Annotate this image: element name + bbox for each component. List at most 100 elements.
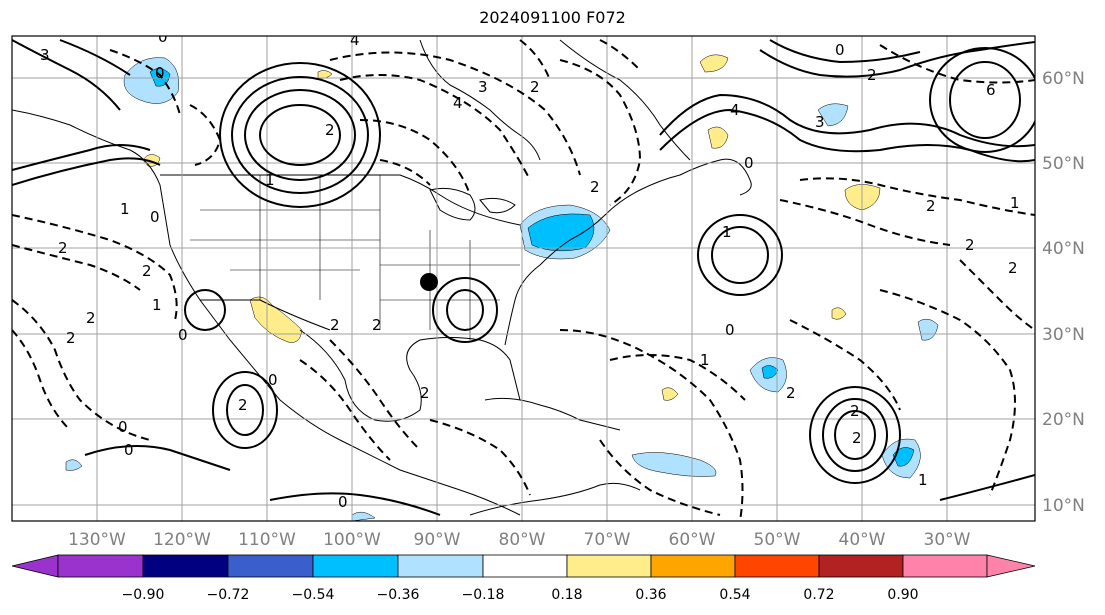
- contour-label: 2: [590, 178, 600, 196]
- map-title: 2024091100 F072: [479, 8, 626, 27]
- colorbar-tick-labels: −0.90 −0.72 −0.54 −0.36 −0.18 0.18 0.36 …: [122, 587, 919, 603]
- colorbar-tick-label: 0.36: [635, 587, 666, 603]
- contour-label: 0: [124, 441, 134, 459]
- contour-label: 0: [835, 41, 845, 59]
- lon-label: 40°W: [839, 530, 886, 550]
- shade-light-blue-caribbean: [631, 452, 717, 477]
- colorbar-tick-label: 0.90: [887, 587, 918, 603]
- contour-label: 2: [1008, 259, 1018, 277]
- coast-caribbean-cuba: [484, 397, 621, 431]
- contour-label: 1: [265, 171, 275, 189]
- colorbar-bin: [312, 554, 399, 578]
- lat-label: 40°N: [1042, 239, 1085, 259]
- shade-light-blue-south: [65, 459, 83, 471]
- lon-label: 50°W: [754, 530, 801, 550]
- contour-label: 0: [178, 326, 188, 344]
- coast-labrador: [559, 39, 691, 161]
- contour-label: 1: [918, 471, 928, 489]
- contour-label: 2: [330, 316, 340, 334]
- contour-label: 0: [118, 418, 128, 436]
- coast-gulf-mexico: [299, 329, 521, 422]
- contour-label: 4: [453, 94, 463, 112]
- lat-label: 60°N: [1042, 69, 1085, 89]
- colorbar-bin: [734, 554, 820, 578]
- shade-light-blue-sw: [351, 511, 376, 521]
- contour-label: 0: [268, 371, 278, 389]
- colorbar-extend-low: [11, 554, 59, 578]
- latitude-labels: 60°N 50°N 40°N 30°N 20°N 10°N: [1042, 69, 1085, 516]
- contour-label: 0: [158, 28, 168, 46]
- contour-label: 2: [852, 429, 862, 447]
- lon-label: 30°W: [924, 530, 971, 550]
- lon-label: 120°W: [153, 530, 211, 550]
- shade-blue-alaska: [149, 68, 171, 87]
- contour-label: 3: [478, 78, 488, 96]
- contour-label: 2: [926, 197, 936, 215]
- contour-label: 2: [142, 262, 152, 280]
- shade-blue-atlantic: [761, 365, 779, 379]
- lon-label: 70°W: [584, 530, 631, 550]
- contour-label: 2: [372, 316, 382, 334]
- colorbar-bin: [818, 554, 904, 578]
- contour-label: 1: [1010, 194, 1020, 212]
- colorbar-tick-label: −0.54: [292, 587, 335, 603]
- coastlines: [12, 39, 752, 516]
- contour-label: 4: [730, 101, 740, 119]
- contour-label: 2: [420, 384, 430, 402]
- contour-label: 1: [152, 296, 162, 314]
- contours-negative: [12, 39, 1035, 521]
- storm-center-marker: [420, 273, 438, 291]
- shade-blue-northeast: [527, 213, 595, 252]
- contour-label: 2: [965, 236, 975, 254]
- shade-light-blue-32n: [917, 318, 939, 341]
- shade-light-blue-north-atlantic: [817, 103, 849, 127]
- shade-light-blue-alaska: [123, 57, 179, 104]
- lon-label: 80°W: [499, 530, 546, 550]
- contours-positive: [12, 39, 1035, 516]
- colorbar-bin: [650, 554, 736, 578]
- lat-label: 50°N: [1042, 154, 1085, 174]
- contour-label: 2: [850, 402, 860, 420]
- colorbar-tick-label: 0.72: [803, 587, 834, 603]
- graticule: [12, 36, 1035, 521]
- colorbar-tick-label: −0.72: [207, 587, 250, 603]
- colorbar-tick-label: −0.36: [377, 587, 420, 603]
- lon-label: 130°W: [68, 530, 126, 550]
- colorbar-extend-high: [986, 554, 1036, 578]
- lon-label: 90°W: [414, 530, 461, 550]
- coast-west-north-america: [12, 109, 521, 516]
- shade-yellow-nova-scotia: [707, 126, 729, 149]
- longitude-labels: 130°W 120°W 110°W 100°W 90°W 80°W 70°W 6…: [68, 530, 971, 550]
- coast-south-america: [469, 482, 641, 516]
- colorbar-bin: [902, 554, 988, 578]
- colorbar-bin: [397, 554, 484, 578]
- contour-label: 1: [722, 223, 732, 241]
- contour-label: 2: [325, 121, 335, 139]
- colorbar-bin: [142, 554, 229, 578]
- colorbar: [11, 554, 1036, 578]
- contour-label: 2: [786, 384, 796, 402]
- great-lakes: [429, 187, 516, 221]
- contour-label: 4: [350, 31, 360, 49]
- contour-label: 2: [86, 309, 96, 327]
- shade-yellow-west-atlantic: [661, 387, 679, 401]
- contour-label: 1: [120, 200, 130, 218]
- map-frame: [11, 35, 1036, 522]
- colorbar-tick-label: −0.18: [462, 587, 505, 603]
- contour-label: 0: [338, 493, 348, 511]
- contour-label: 2: [530, 78, 540, 96]
- colorbar-tick-label: −0.90: [122, 587, 165, 603]
- lon-label: 100°W: [323, 530, 381, 550]
- contour-label: 6: [986, 81, 996, 99]
- contour-label: 2: [58, 239, 68, 257]
- shade-yellow-atl-mid: [831, 307, 847, 320]
- contour-label: 2: [66, 329, 76, 347]
- colorbar-bin: [566, 554, 652, 578]
- contour-label: 0: [155, 64, 165, 82]
- contour-label: 0: [725, 321, 735, 339]
- lat-label: 10°N: [1042, 496, 1085, 516]
- contour-label: 3: [40, 46, 50, 64]
- colorbar-tick-label: 0.18: [551, 587, 582, 603]
- shaded-regions: [65, 54, 939, 521]
